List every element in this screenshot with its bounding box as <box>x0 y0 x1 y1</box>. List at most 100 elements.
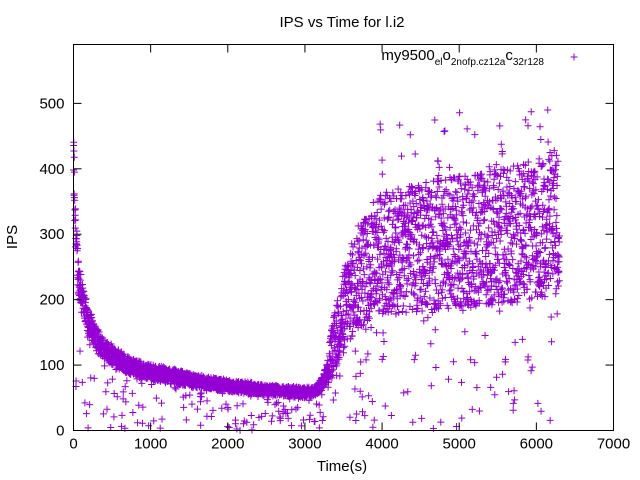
data-point <box>510 387 518 395</box>
data-point <box>362 356 370 364</box>
data-point <box>430 228 438 236</box>
data-point <box>108 375 116 383</box>
data-point <box>129 409 137 417</box>
data-point <box>551 242 559 250</box>
data-point <box>486 275 494 283</box>
data-point <box>506 183 514 191</box>
data-point <box>547 313 555 321</box>
data-point <box>389 301 397 309</box>
legend-part-1: my9500 <box>381 47 434 64</box>
data-point <box>463 270 471 278</box>
data-point <box>346 314 354 322</box>
data-point <box>373 269 381 277</box>
data-point <box>358 322 366 330</box>
data-point <box>379 329 387 337</box>
data-point <box>457 185 465 193</box>
data-point <box>337 293 345 301</box>
data-point <box>514 186 522 194</box>
data-point <box>405 225 413 233</box>
data-point <box>356 387 364 395</box>
data-point <box>365 392 373 400</box>
data-point <box>377 126 385 134</box>
data-point <box>522 241 530 249</box>
data-point <box>428 188 436 196</box>
data-point <box>534 196 542 204</box>
data-point <box>434 244 442 252</box>
data-point <box>354 249 362 257</box>
data-point <box>372 297 380 305</box>
data-point <box>419 244 427 252</box>
data-point <box>550 147 558 155</box>
data-point <box>462 219 470 227</box>
data-point <box>497 140 505 148</box>
data-point <box>534 399 542 407</box>
data-point <box>284 409 292 417</box>
data-point <box>459 212 467 220</box>
data-point <box>553 310 561 318</box>
data-point <box>494 186 502 194</box>
data-point <box>489 238 497 246</box>
data-point <box>193 405 201 413</box>
data-point <box>525 177 533 185</box>
data-point <box>437 418 445 426</box>
data-point <box>281 405 289 413</box>
data-point <box>356 267 364 275</box>
data-point <box>355 303 363 311</box>
data-point <box>472 250 480 258</box>
data-point <box>316 408 324 416</box>
data-point <box>95 328 103 336</box>
data-point <box>426 294 434 302</box>
data-point <box>430 258 438 266</box>
x-tick-label: 4000 <box>365 436 398 453</box>
data-point <box>497 172 505 180</box>
data-point <box>545 250 553 258</box>
data-point <box>421 232 429 240</box>
data-point <box>395 215 403 223</box>
data-point <box>484 286 492 294</box>
data-point <box>497 205 505 213</box>
data-point <box>467 303 475 311</box>
data-point <box>452 188 460 196</box>
data-point <box>480 177 488 185</box>
legend-part-4: 2nofp.cz12a <box>451 57 506 68</box>
data-point <box>404 275 412 283</box>
data-point <box>491 391 499 399</box>
data-point <box>553 212 561 220</box>
data-point <box>368 397 376 405</box>
data-point <box>538 213 546 221</box>
data-point <box>450 281 458 289</box>
data-point <box>419 194 427 202</box>
data-point <box>315 401 323 409</box>
data-point <box>368 253 376 261</box>
data-point <box>442 230 450 238</box>
data-point <box>86 341 94 349</box>
data-point <box>332 322 340 330</box>
data-point <box>383 286 391 294</box>
data-point <box>364 350 372 358</box>
data-point <box>279 402 287 410</box>
data-point <box>342 301 350 309</box>
data-point <box>476 219 484 227</box>
data-point <box>427 340 435 348</box>
data-point <box>382 268 390 276</box>
data-point <box>373 209 381 217</box>
data-point <box>422 223 430 231</box>
y-axis: 0 100 200 300 400 500 <box>39 95 614 440</box>
data-point <box>351 240 359 248</box>
data-point <box>331 309 339 317</box>
data-point <box>549 270 557 278</box>
data-point <box>512 198 520 206</box>
data-point <box>534 252 542 260</box>
data-point <box>517 187 525 195</box>
data-point <box>495 279 503 287</box>
data-point <box>441 293 449 301</box>
data-point <box>547 239 555 247</box>
data-point <box>318 416 326 424</box>
data-point <box>357 282 365 290</box>
data-point <box>513 240 521 248</box>
data-point <box>435 183 443 191</box>
data-point <box>545 204 553 212</box>
data-point <box>518 243 526 251</box>
data-point <box>207 413 215 421</box>
data-point <box>541 181 549 189</box>
